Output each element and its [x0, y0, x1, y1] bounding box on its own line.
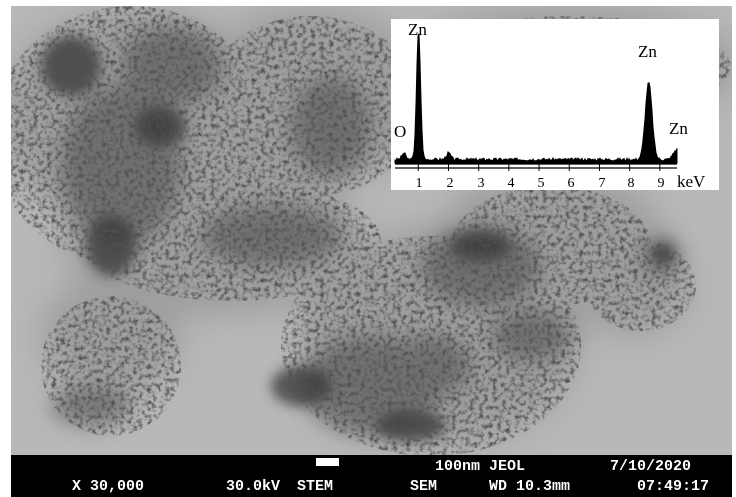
voltage-label: 30.0kV — [226, 478, 281, 495]
date-label: 7/10/2020 — [610, 458, 692, 475]
eds-spectrum-inset: 1 2 3 4 5 6 7 8 9 keV Zn O Zn Zn — [391, 19, 719, 190]
sem-data-bar: 100nm JEOL 7/10/2020 X 30,000 30.0kV STE… — [11, 455, 732, 497]
vendor-label: JEOL — [489, 458, 526, 475]
peak-label-zn-kb: Zn — [669, 119, 688, 138]
tick-label-2: 2 — [447, 176, 454, 190]
tick-label-1: 1 — [416, 176, 423, 190]
scale-label: 100nm — [435, 458, 481, 475]
tick-label-7: 7 — [599, 176, 606, 190]
tick-label-5: 5 — [538, 176, 545, 190]
tick-label-3: 3 — [478, 176, 485, 190]
peak-label-zn-l: Zn — [408, 20, 427, 39]
x-axis-label: keV — [677, 172, 706, 190]
magnification-label: X 30,000 — [72, 478, 145, 495]
mode-label: STEM — [297, 478, 334, 495]
peak-label-o: O — [394, 122, 406, 141]
tick-label-8: 8 — [628, 176, 635, 190]
tick-label-4: 4 — [508, 176, 515, 190]
working-distance-label: WD 10.3mm — [489, 478, 571, 495]
instrument-label: SEM — [410, 478, 438, 495]
eds-spectrum-line — [394, 33, 678, 164]
tick-label-6: 6 — [568, 176, 575, 190]
x-axis-tick-labels: 1 2 3 4 5 6 7 8 9 — [416, 176, 665, 190]
x-axis-ticks — [417, 164, 661, 171]
tick-label-9: 9 — [658, 176, 665, 190]
scale-bar — [316, 458, 339, 466]
time-label: 07:49:17 — [637, 478, 710, 495]
peak-label-zn-ka: Zn — [638, 42, 657, 61]
eds-spectrum-chart: 1 2 3 4 5 6 7 8 9 keV Zn O Zn Zn — [394, 20, 706, 190]
